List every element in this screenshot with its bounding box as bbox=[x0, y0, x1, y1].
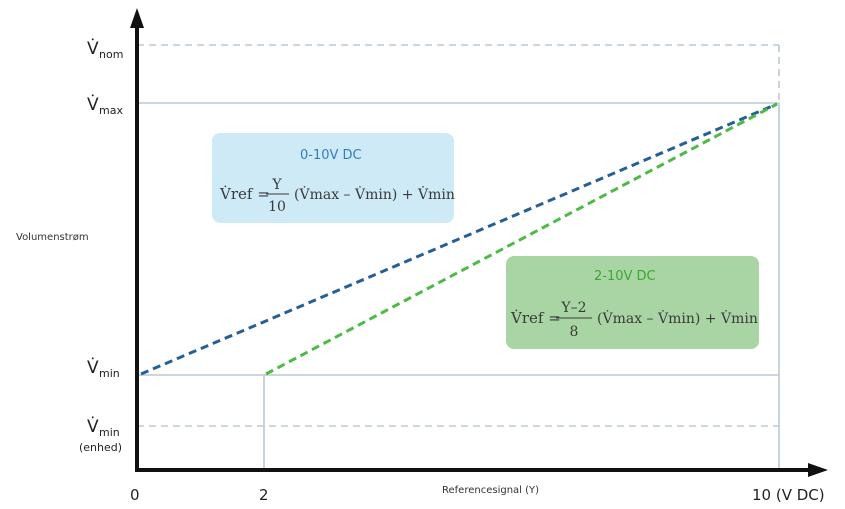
formula-den-2-10v: 8 bbox=[570, 324, 579, 340]
formula-rhs-0-10v: (V̇max – V̇min) + V̇min bbox=[294, 185, 455, 203]
y-label-vmax: V̇ max bbox=[87, 94, 123, 117]
svg-text:min: min bbox=[99, 367, 120, 380]
svg-text:nom: nom bbox=[99, 48, 123, 61]
line-0-10v bbox=[140, 102, 778, 376]
y-label-vnom: V̇ nom bbox=[87, 38, 123, 61]
box-title-2-10v: 2-10V DC bbox=[594, 269, 656, 284]
svg-text:(enhed): (enhed) bbox=[79, 441, 122, 454]
x-axis-arrow-icon bbox=[808, 463, 828, 477]
y-axis-title: Volumenstrøm bbox=[16, 232, 89, 243]
svg-text:max: max bbox=[99, 104, 123, 117]
x-tick-10: 10 (V DC) bbox=[752, 486, 825, 504]
formula-num-2-10v: Y–2 bbox=[560, 300, 586, 316]
line-2-10v bbox=[265, 102, 778, 376]
x-axis-title: Referencesignal (Y) bbox=[442, 485, 539, 496]
svg-text:V̇: V̇ bbox=[87, 38, 99, 59]
formula-box-2-10v: 2-10V DC V̇ref = Y–2 8 (V̇max – V̇min) +… bbox=[506, 256, 759, 349]
formula-box-0-10v: 0-10V DC V̇ref = Y 10 (V̇max – V̇min) + … bbox=[212, 133, 455, 223]
y-label-vmin: V̇ min bbox=[87, 357, 120, 380]
formula-den-0-10v: 10 bbox=[268, 199, 286, 215]
y-label-vmin-unit: V̇ min (enhed) bbox=[79, 416, 122, 454]
svg-text:V̇: V̇ bbox=[87, 357, 99, 378]
x-tick-2: 2 bbox=[259, 486, 269, 504]
svg-text:V̇: V̇ bbox=[87, 94, 99, 115]
formula-lhs-2-10v: V̇ref = bbox=[510, 309, 561, 327]
svg-text:V̇: V̇ bbox=[87, 416, 99, 437]
y-axis-arrow-icon bbox=[130, 8, 144, 28]
svg-text:min: min bbox=[99, 426, 120, 439]
x-tick-0: 0 bbox=[130, 486, 140, 504]
formula-lhs-0-10v: V̇ref = bbox=[219, 185, 270, 203]
formula-rhs-2-10v: (V̇max – V̇min) + V̇min bbox=[597, 309, 758, 327]
box-title-0-10v: 0-10V DC bbox=[300, 148, 362, 163]
formula-num-0-10v: Y bbox=[271, 177, 282, 193]
